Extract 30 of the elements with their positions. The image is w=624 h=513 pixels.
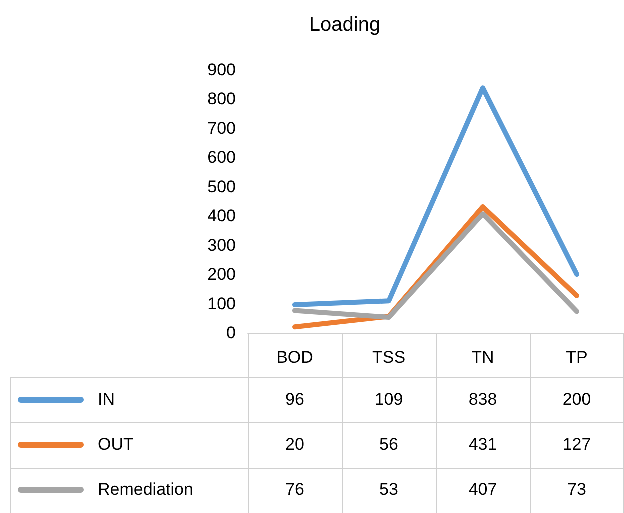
y-tick-label: 800 <box>208 90 236 109</box>
x-tick-label: BOD <box>276 348 314 367</box>
y-tick-label: 700 <box>208 118 236 138</box>
data-label: 73 <box>566 479 588 502</box>
data-label: 56 <box>378 434 400 456</box>
y-tick-label: 0 <box>226 324 236 342</box>
data-label: 127 <box>562 434 592 456</box>
legend-label: IN <box>98 388 115 411</box>
data-label: 76 <box>284 479 306 502</box>
x-tick-label: TN <box>472 348 494 367</box>
data-label: 20 <box>284 434 306 456</box>
legend-label: OUT <box>98 434 134 456</box>
data-label: 96 <box>284 388 306 411</box>
data-label: 200 <box>562 388 592 411</box>
y-tick-label: 400 <box>208 206 236 226</box>
chart-title: Loading <box>309 14 381 36</box>
y-tick-label: 100 <box>208 294 236 314</box>
y-tick-label: 600 <box>208 148 236 168</box>
y-tick-label: 200 <box>208 265 236 284</box>
data-label: 407 <box>468 479 498 502</box>
y-tick-label: 300 <box>208 236 236 255</box>
data-label: 838 <box>468 388 498 411</box>
x-tick-label: TSS <box>372 348 406 367</box>
data-label: 109 <box>374 388 404 411</box>
data-label: 431 <box>468 434 498 456</box>
y-tick-label: 900 <box>208 60 236 80</box>
x-tick-label: TP <box>566 348 588 367</box>
legend-label: Remediation <box>98 479 194 502</box>
data-label: 53 <box>378 479 400 502</box>
y-tick-label: 500 <box>208 177 236 196</box>
